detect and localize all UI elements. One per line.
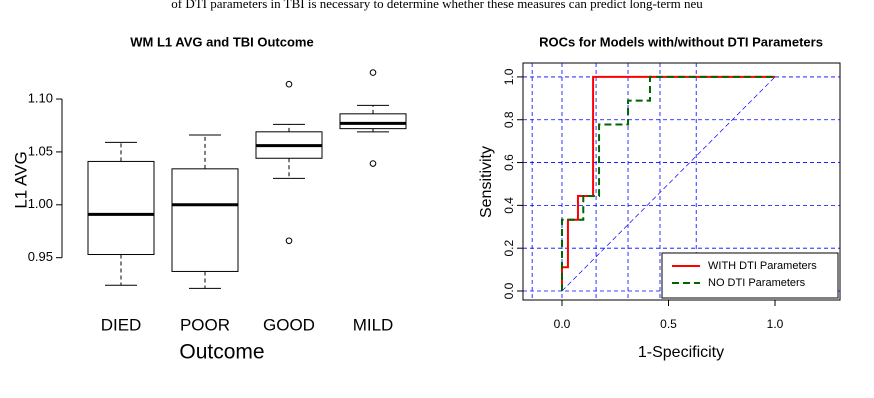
plot-frame	[522, 62, 841, 301]
y-tick-label: 0.4	[502, 197, 516, 214]
y-axis-label: L1 AVG	[11, 151, 30, 208]
legend-label: WITH DTI Parameters	[708, 260, 817, 272]
x-axis-label: Outcome	[179, 341, 264, 364]
x-tick-label: 0.5	[660, 317, 677, 331]
x-tick-label: 1.0	[767, 317, 784, 331]
legend-label: NO DTI Parameters	[708, 277, 806, 289]
box	[339, 113, 407, 130]
y-tick-label: 0.0	[502, 282, 516, 299]
x-tick-label: GOOD	[263, 315, 315, 334]
x-tick-label: POOR	[180, 315, 230, 334]
y-tick-label: 1.05	[28, 143, 53, 158]
page-text: of DTI parameters in TBI is necessary to…	[171, 0, 703, 11]
outlier	[369, 69, 377, 76]
x-tick-label: MILD	[353, 315, 394, 334]
x-axis-label: 1-Specificity	[638, 344, 724, 361]
roc-line	[560, 75, 776, 292]
y-tick-label: 1.10	[28, 90, 53, 105]
y-tick-label: 0.2	[502, 240, 516, 257]
y-axis-label: Sensitivity	[478, 146, 495, 218]
outlier	[285, 237, 293, 245]
box	[87, 160, 155, 256]
outlier	[369, 160, 377, 167]
y-tick-label: 1.0	[502, 68, 516, 85]
outlier	[285, 80, 293, 88]
box	[171, 168, 239, 272]
x-tick-label: 0.0	[554, 317, 571, 331]
chart-title: WM L1 AVG and TBI Outcome	[130, 34, 313, 49]
y-tick-label: 1.00	[28, 196, 53, 211]
roc-line	[560, 75, 776, 292]
y-tick-label: 0.6	[502, 154, 516, 171]
legend-box	[661, 252, 839, 299]
chart-title: ROCs for Models with/without DTI Paramet…	[539, 34, 823, 49]
diagonal	[561, 76, 776, 292]
y-tick-label: 0.95	[28, 249, 53, 264]
x-tick-label: DIED	[101, 315, 142, 334]
y-tick-label: 0.8	[502, 111, 516, 128]
